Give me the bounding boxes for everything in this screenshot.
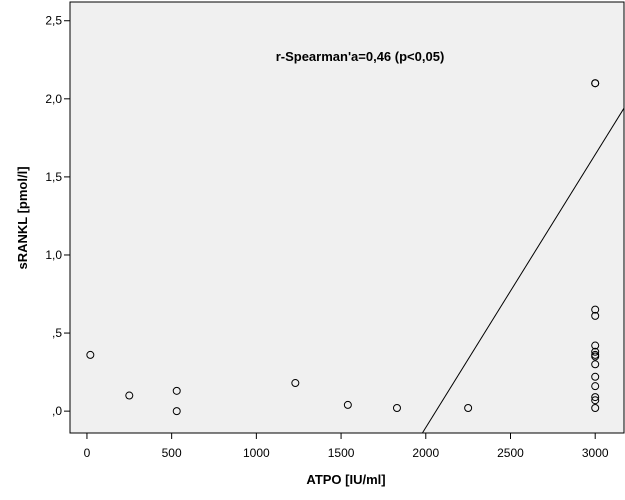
y-axis-title: sRANKL [pmol/l] [15, 166, 30, 269]
data-point [172, 386, 181, 395]
data-point [291, 379, 300, 388]
data-point [86, 350, 95, 359]
x-tick-label: 500 [162, 446, 182, 460]
y-tick-label: 2,5 [45, 14, 62, 28]
correlation-annotation: r-Spearman'a=0,46 (p<0,05) [276, 49, 445, 64]
data-point [591, 404, 600, 413]
x-tick-label: 0 [84, 446, 91, 460]
fit-line-layer [421, 107, 625, 434]
data-point [591, 341, 600, 350]
y-tick-label: ,0 [52, 404, 62, 418]
x-axis-title: ATPO [IU/ml] [306, 472, 385, 487]
data-point [591, 79, 600, 88]
data-point [591, 372, 600, 381]
data-point [591, 347, 600, 356]
data-point [392, 404, 401, 413]
data-point [591, 382, 600, 391]
data-point [591, 396, 600, 405]
x-tick-label: 1000 [243, 446, 270, 460]
axis-ticks: 0 500 1000 1500 2000 2500 3000 ,0 ,5 1,0 1,5 2,0 2,5 [45, 14, 609, 460]
x-tick-label: 3000 [582, 446, 609, 460]
plot-area [69, 1, 625, 434]
y-tick-label: ,5 [52, 326, 62, 340]
data-points [86, 79, 600, 416]
data-point [591, 311, 600, 320]
x-tick-label: 1500 [328, 446, 355, 460]
data-point [172, 407, 181, 416]
data-point [125, 391, 134, 400]
fit-line [421, 107, 625, 434]
x-tick-label: 2500 [497, 446, 524, 460]
data-point [591, 360, 600, 369]
data-point [591, 305, 600, 314]
data-point [464, 404, 473, 413]
x-tick-label: 2000 [412, 446, 439, 460]
data-point [343, 400, 352, 409]
y-tick-label: 2,0 [45, 92, 62, 106]
data-point [591, 393, 600, 402]
data-point [591, 352, 600, 361]
y-tick-label: 1,0 [45, 248, 62, 262]
y-tick-label: 1,5 [45, 170, 62, 184]
